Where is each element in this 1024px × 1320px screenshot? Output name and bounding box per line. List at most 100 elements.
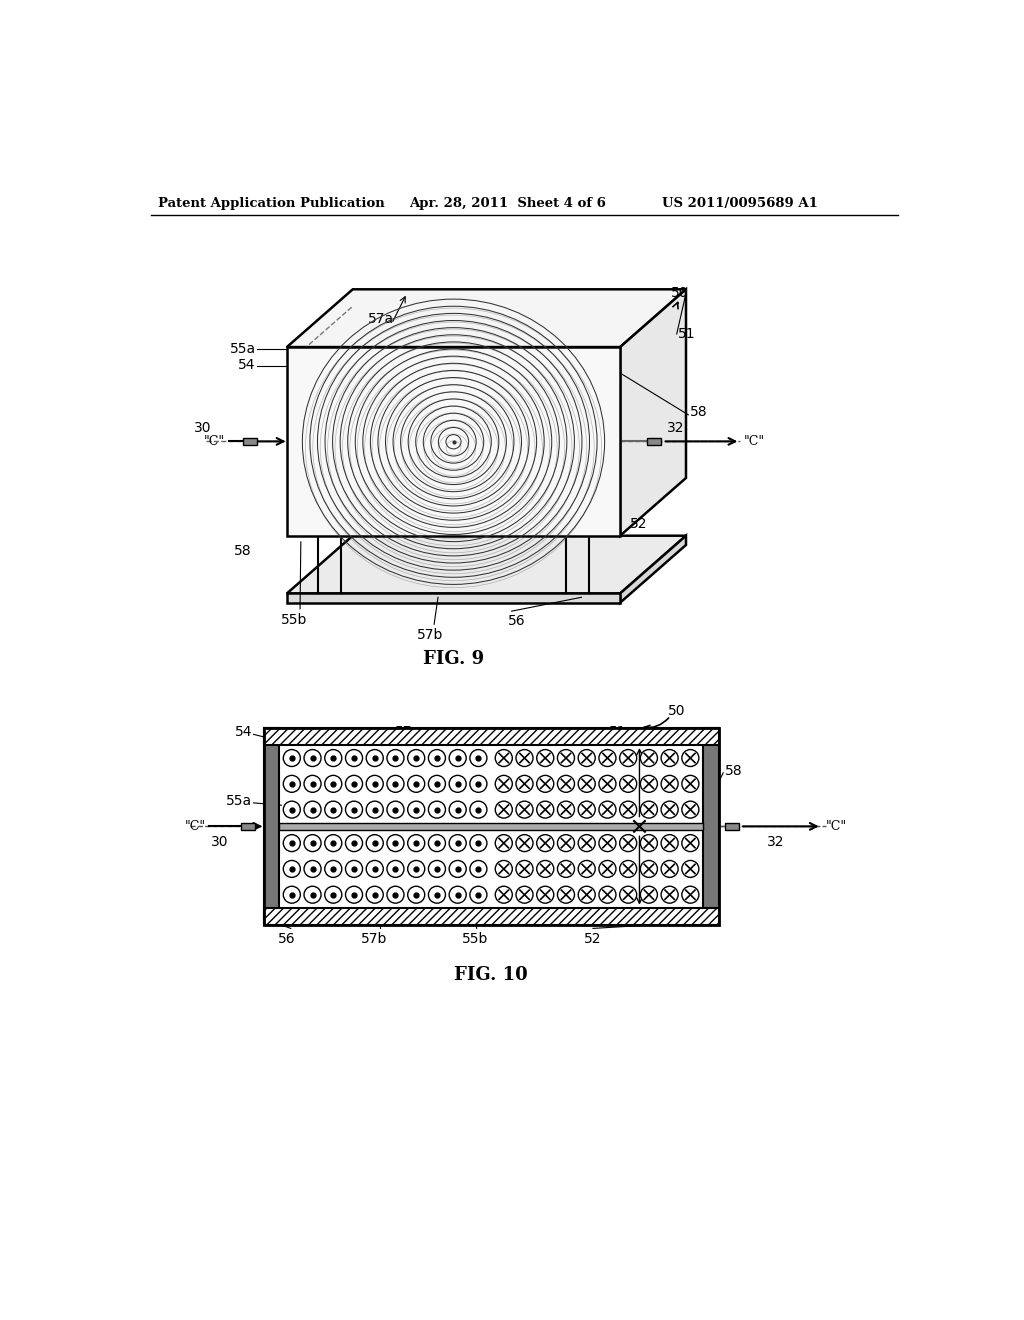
- Circle shape: [428, 886, 445, 903]
- Text: 30: 30: [211, 834, 228, 849]
- Circle shape: [537, 861, 554, 878]
- Text: 51: 51: [608, 725, 626, 739]
- Circle shape: [345, 775, 362, 792]
- Text: 55a: 55a: [229, 342, 256, 356]
- Circle shape: [325, 801, 342, 818]
- Circle shape: [496, 861, 512, 878]
- Circle shape: [620, 861, 637, 878]
- Circle shape: [579, 861, 595, 878]
- Circle shape: [640, 834, 657, 851]
- Circle shape: [284, 861, 300, 878]
- Circle shape: [662, 775, 678, 792]
- Polygon shape: [287, 289, 686, 347]
- Polygon shape: [263, 729, 280, 924]
- Polygon shape: [263, 729, 719, 924]
- Circle shape: [537, 886, 554, 903]
- Circle shape: [620, 834, 637, 851]
- Text: 51: 51: [678, 327, 696, 341]
- Circle shape: [345, 886, 362, 903]
- Circle shape: [496, 801, 512, 818]
- Circle shape: [325, 750, 342, 767]
- Circle shape: [662, 801, 678, 818]
- Circle shape: [408, 775, 425, 792]
- Circle shape: [496, 775, 512, 792]
- Text: 57b: 57b: [361, 932, 388, 946]
- Circle shape: [408, 886, 425, 903]
- Text: 55b: 55b: [462, 932, 488, 946]
- Circle shape: [367, 801, 383, 818]
- Circle shape: [367, 886, 383, 903]
- Polygon shape: [621, 289, 686, 536]
- Text: FIG. 10: FIG. 10: [454, 966, 527, 983]
- Circle shape: [620, 801, 637, 818]
- Circle shape: [557, 834, 574, 851]
- Polygon shape: [703, 729, 719, 924]
- Circle shape: [579, 750, 595, 767]
- Text: 54: 54: [239, 358, 256, 372]
- Circle shape: [537, 834, 554, 851]
- Polygon shape: [621, 536, 686, 603]
- Text: 56: 56: [279, 932, 296, 946]
- Circle shape: [662, 750, 678, 767]
- Circle shape: [537, 801, 554, 818]
- Circle shape: [620, 886, 637, 903]
- Polygon shape: [287, 594, 621, 603]
- Circle shape: [640, 886, 657, 903]
- Circle shape: [428, 750, 445, 767]
- Circle shape: [367, 861, 383, 878]
- Circle shape: [408, 834, 425, 851]
- Text: 54: 54: [234, 725, 252, 739]
- Circle shape: [304, 775, 322, 792]
- Circle shape: [557, 861, 574, 878]
- Circle shape: [450, 886, 466, 903]
- Circle shape: [682, 861, 699, 878]
- Text: 58: 58: [234, 544, 252, 558]
- Circle shape: [387, 801, 404, 818]
- Bar: [647, 437, 662, 445]
- Circle shape: [599, 801, 616, 818]
- Circle shape: [428, 861, 445, 878]
- Circle shape: [345, 834, 362, 851]
- Circle shape: [516, 861, 534, 878]
- Text: 56: 56: [508, 614, 525, 628]
- Circle shape: [557, 801, 574, 818]
- Circle shape: [496, 750, 512, 767]
- Text: 32: 32: [767, 834, 784, 849]
- Polygon shape: [263, 908, 719, 924]
- Circle shape: [537, 750, 554, 767]
- Circle shape: [470, 775, 487, 792]
- Circle shape: [516, 886, 534, 903]
- Circle shape: [662, 834, 678, 851]
- Circle shape: [304, 750, 322, 767]
- Text: "C": "C": [744, 434, 765, 447]
- Text: 52: 52: [630, 517, 648, 531]
- Circle shape: [428, 801, 445, 818]
- Circle shape: [387, 861, 404, 878]
- Polygon shape: [263, 729, 719, 744]
- Circle shape: [367, 834, 383, 851]
- Circle shape: [579, 801, 595, 818]
- Circle shape: [284, 834, 300, 851]
- Circle shape: [450, 801, 466, 818]
- Text: Patent Application Publication: Patent Application Publication: [158, 197, 385, 210]
- Bar: [725, 822, 738, 830]
- Circle shape: [579, 775, 595, 792]
- Circle shape: [662, 886, 678, 903]
- Circle shape: [599, 886, 616, 903]
- Circle shape: [640, 801, 657, 818]
- Circle shape: [367, 750, 383, 767]
- Text: 58: 58: [725, 763, 742, 777]
- Circle shape: [450, 861, 466, 878]
- Text: FIG. 9: FIG. 9: [423, 649, 484, 668]
- Text: 50: 50: [671, 286, 688, 300]
- Text: 50: 50: [669, 705, 686, 718]
- Circle shape: [450, 834, 466, 851]
- Circle shape: [516, 775, 534, 792]
- Circle shape: [620, 775, 637, 792]
- Circle shape: [557, 750, 574, 767]
- Text: 58: 58: [690, 405, 708, 420]
- Circle shape: [408, 750, 425, 767]
- Circle shape: [345, 861, 362, 878]
- Circle shape: [367, 775, 383, 792]
- Circle shape: [557, 886, 574, 903]
